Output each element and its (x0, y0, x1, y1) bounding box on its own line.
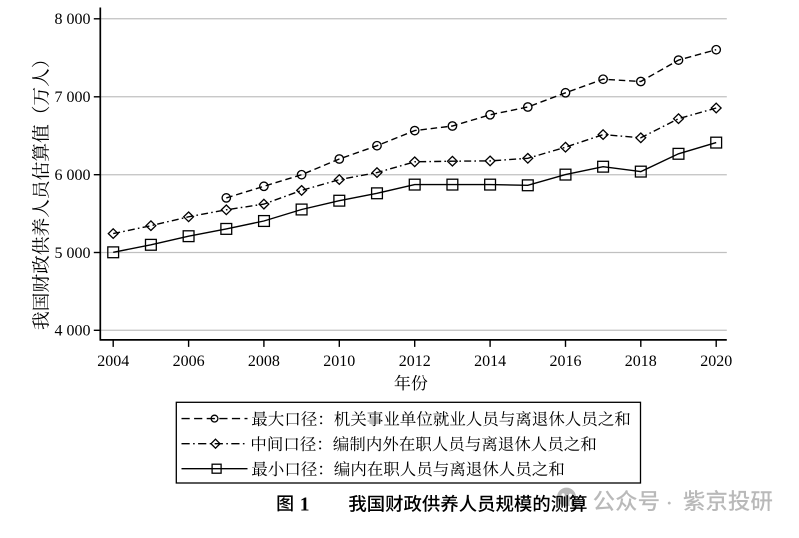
svg-text:2004: 2004 (97, 353, 129, 370)
svg-text:7 000: 7 000 (55, 89, 91, 106)
svg-text:2014: 2014 (474, 353, 506, 370)
svg-text:2006: 2006 (173, 353, 205, 370)
svg-text:2020: 2020 (700, 353, 732, 370)
svg-text:1: 1 (300, 495, 310, 516)
svg-text:4 000: 4 000 (55, 323, 91, 340)
svg-text:5 000: 5 000 (55, 245, 91, 262)
svg-text:2010: 2010 (323, 353, 355, 370)
svg-text:6 000: 6 000 (55, 167, 91, 184)
svg-text:2018: 2018 (625, 353, 657, 370)
svg-text:2012: 2012 (399, 353, 431, 370)
svg-text:2008: 2008 (248, 353, 280, 370)
svg-text:8 000: 8 000 (55, 11, 91, 28)
svg-text:2016: 2016 (550, 353, 582, 370)
